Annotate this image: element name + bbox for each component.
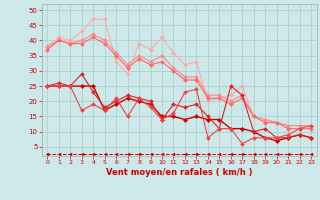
X-axis label: Vent moyen/en rafales ( km/h ): Vent moyen/en rafales ( km/h )	[106, 168, 252, 177]
